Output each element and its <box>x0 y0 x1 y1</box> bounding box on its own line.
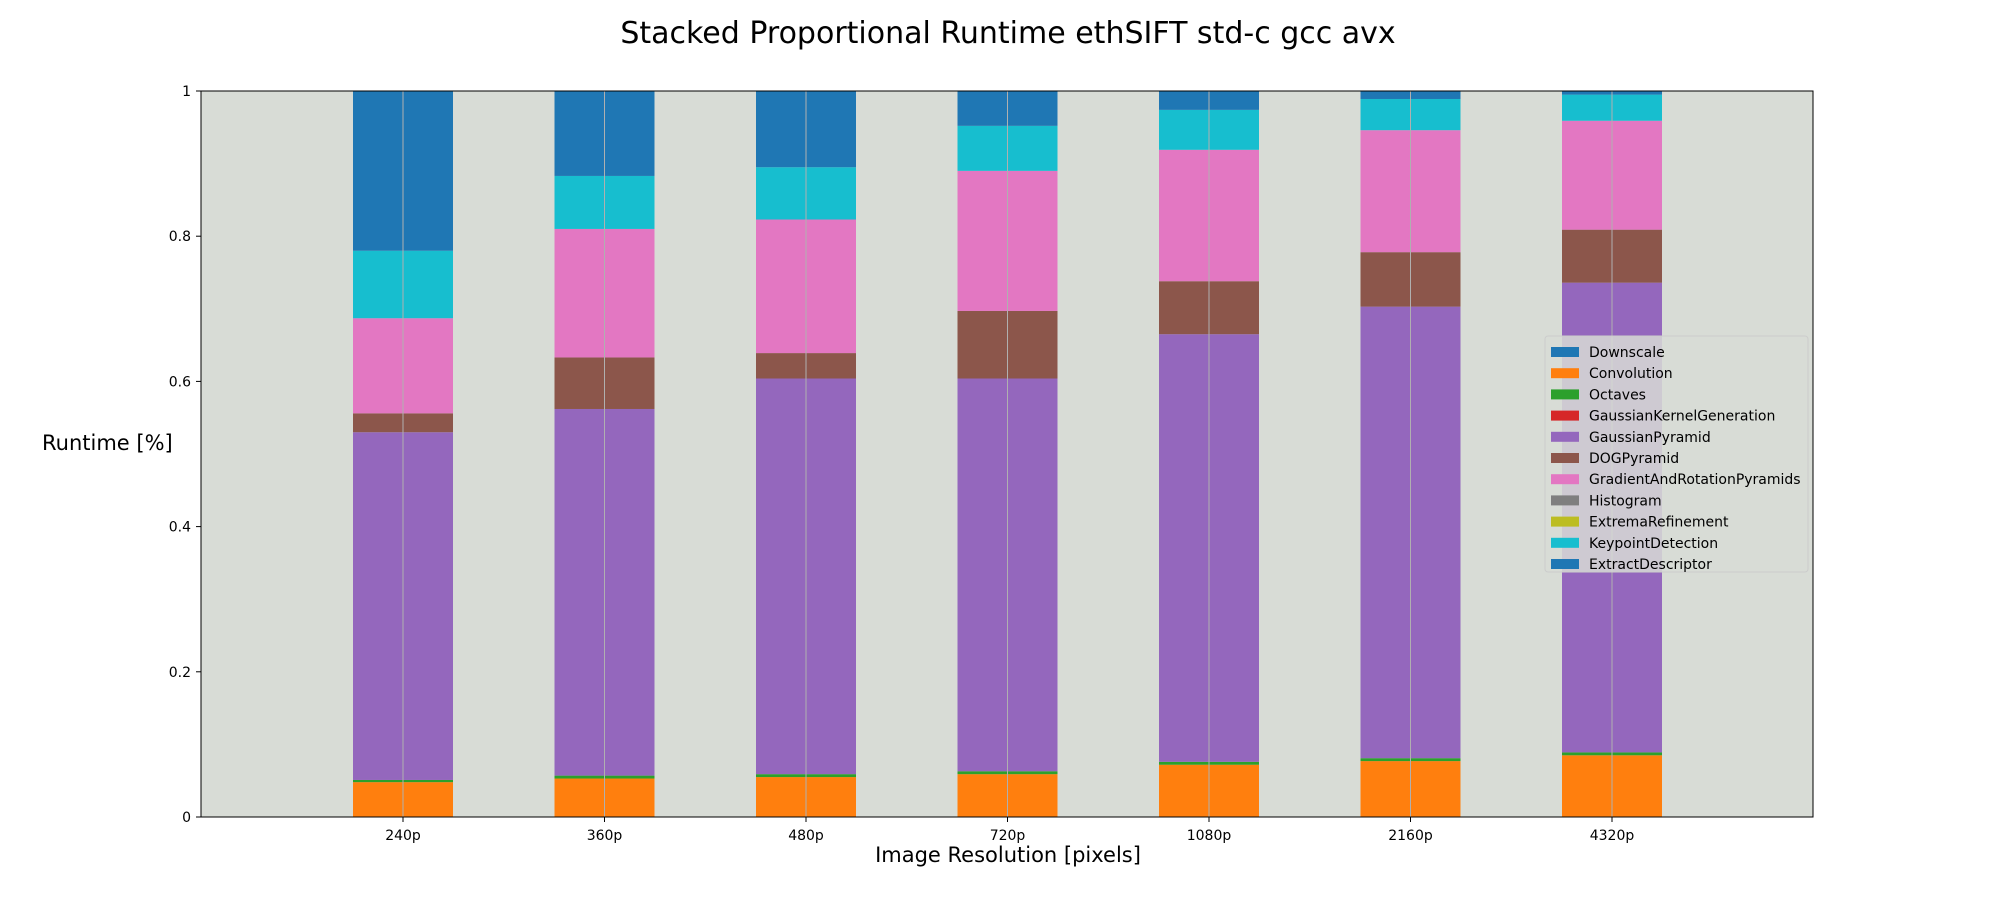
chart-title: Stacked Proportional Runtime ethSIFT std… <box>620 16 1395 51</box>
legend-swatch <box>1551 516 1579 527</box>
legend-label: GradientAndRotationPyramids <box>1589 472 1801 488</box>
legend-label: Histogram <box>1589 493 1662 509</box>
y-axis-ticks: 0 0.2 0.4 0.6 0.8 1 <box>169 84 201 826</box>
x-axis-ticks: 240p 360p 480p 720p 1080p 2160p 4320p <box>385 817 1634 844</box>
legend-label: ExtractDescriptor <box>1589 557 1712 573</box>
legend-swatch <box>1551 431 1579 442</box>
y-axis-label: Runtime [%] <box>42 431 173 455</box>
legend-label: Octaves <box>1589 387 1646 403</box>
legend-label: ExtremaRefinement <box>1589 515 1729 531</box>
legend-swatch <box>1551 347 1579 357</box>
legend-label: Convolution <box>1589 366 1673 382</box>
legend-swatch <box>1551 495 1579 506</box>
y-tick-label: 0.4 <box>169 520 191 536</box>
x-tick-label: 360p <box>587 828 623 844</box>
y-tick-label: 0.6 <box>169 374 191 390</box>
legend-label: Downscale <box>1589 345 1665 361</box>
x-tick-label: 4320p <box>1590 828 1635 844</box>
legend-label: GaussianKernelGeneration <box>1589 409 1775 425</box>
legend: Downscale Convolution Octaves GaussianKerne… <box>1544 335 1809 573</box>
x-axis-label: Image Resolution [pixels] <box>875 843 1141 867</box>
x-tick-label: 480p <box>788 828 824 844</box>
legend-swatch <box>1551 474 1579 485</box>
legend-swatch <box>1551 453 1579 463</box>
x-tick-label: 720p <box>990 828 1026 844</box>
y-tick-label: 0 <box>182 810 191 826</box>
legend-box <box>1544 335 1809 573</box>
legend-swatch <box>1551 389 1579 400</box>
legend-swatch <box>1551 410 1579 421</box>
y-tick-label: 0.8 <box>169 229 191 245</box>
legend-label: DOGPyramid <box>1589 451 1679 467</box>
legend-swatch <box>1551 559 1579 569</box>
x-tick-label: 240p <box>385 828 421 844</box>
legend-swatch <box>1551 537 1579 548</box>
y-tick-label: 0.2 <box>169 665 191 681</box>
y-tick-label: 1 <box>182 84 191 100</box>
x-tick-label: 2160p <box>1388 828 1433 844</box>
x-tick-label: 1080p <box>1187 828 1232 844</box>
legend-swatch <box>1551 368 1579 379</box>
legend-label: GaussianPyramid <box>1589 430 1711 446</box>
legend-label: KeypointDetection <box>1589 536 1718 552</box>
